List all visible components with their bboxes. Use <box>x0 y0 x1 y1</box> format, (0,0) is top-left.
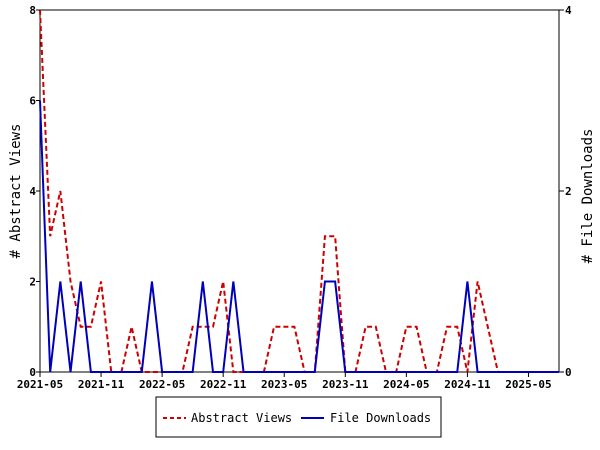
legend-box <box>155 396 442 438</box>
y-right-tick-label: 0 <box>565 366 572 379</box>
x-tick-label: 2022-05 <box>139 378 185 391</box>
y-right-axis-ticks: 0 2 4 <box>559 4 572 379</box>
y-left-tick-label: 2 <box>29 276 36 289</box>
legend-label-file-downloads: File Downloads <box>330 411 431 425</box>
x-tick-label: 2023-11 <box>322 378 369 391</box>
series-line-file-downloads <box>39 100 559 373</box>
y-left-tick-label: 8 <box>29 4 36 17</box>
y-left-axis-ticks: 0 2 4 6 8 <box>29 4 40 379</box>
x-tick-label: 2024-11 <box>444 378 491 391</box>
plot-frame <box>39 9 560 373</box>
x-tick-label: 2021-05 <box>17 378 63 391</box>
x-tick-label: 2025-05 <box>505 378 551 391</box>
x-tick-label: 2021-11 <box>78 378 125 391</box>
y-right-axis-label: # File Downloads <box>580 129 596 264</box>
y-right-tick-label: 2 <box>565 185 572 198</box>
y-left-axis-label: # Abstract Views <box>8 124 24 259</box>
x-tick-label: 2022-11 <box>200 378 247 391</box>
legend-label-abstract-views: Abstract Views <box>191 411 292 425</box>
y-left-tick-label: 4 <box>29 185 36 198</box>
series-layer <box>39 9 559 373</box>
plot-area <box>39 9 560 373</box>
y-left-tick-label: 0 <box>29 366 36 379</box>
y-left-tick-label: 6 <box>29 95 36 108</box>
legend: Abstract Views File Downloads <box>155 396 442 438</box>
series-line-abstract-views <box>39 9 559 373</box>
x-tick-label: 2024-05 <box>383 378 429 391</box>
x-axis-ticks: 2021-05 2021-11 2022-05 2022-11 2023-05 2023-… <box>17 372 552 391</box>
y-right-tick-label: 4 <box>565 4 572 17</box>
x-tick-label: 2023-05 <box>261 378 307 391</box>
